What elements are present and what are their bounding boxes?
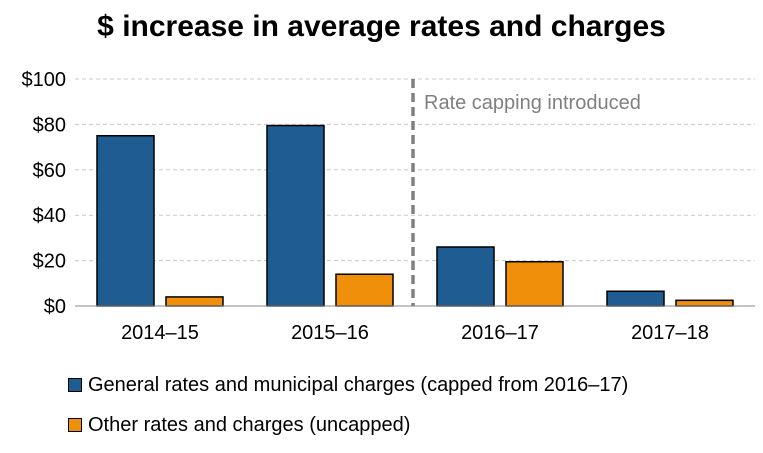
legend-item-other: Other rates and charges (uncapped): [68, 413, 628, 437]
legend-swatch-other: [68, 418, 82, 432]
bar: [436, 246, 495, 307]
bar: [335, 273, 394, 307]
y-tick-label: $20: [33, 251, 66, 273]
legend-label-general: General rates and municipal charges (cap…: [88, 373, 629, 396]
bar-chart: $0 $20 $40 $60 $80 $100 2014–15 2015–16 2016–17 2…: [22, 69, 755, 344]
x-tick-label: 2017–18: [631, 322, 709, 344]
bar: [165, 296, 224, 307]
bar: [505, 260, 564, 307]
chart-title: $ increase in average rates and charges: [97, 10, 666, 43]
bar: [606, 290, 665, 307]
x-tick-label: 2015–16: [291, 322, 369, 344]
rate-capping-label: Rate capping introduced: [424, 92, 641, 114]
bar: [266, 124, 325, 307]
legend-item-general: General rates and municipal charges (cap…: [68, 373, 628, 397]
legend-swatch-general: [68, 378, 82, 392]
y-tick-label: $80: [33, 114, 66, 136]
legend-label-other: Other rates and charges (uncapped): [88, 413, 411, 436]
y-tick-label: $40: [33, 205, 66, 227]
x-tick-label: 2014–15: [121, 322, 199, 344]
bar: [96, 135, 155, 307]
bar: [675, 299, 734, 307]
x-tick-label: 2016–17: [461, 322, 539, 344]
y-tick-label: $60: [33, 160, 66, 182]
y-tick-label: $0: [44, 296, 66, 318]
legend: General rates and municipal charges (cap…: [68, 373, 628, 453]
y-tick-label: $100: [22, 69, 67, 91]
